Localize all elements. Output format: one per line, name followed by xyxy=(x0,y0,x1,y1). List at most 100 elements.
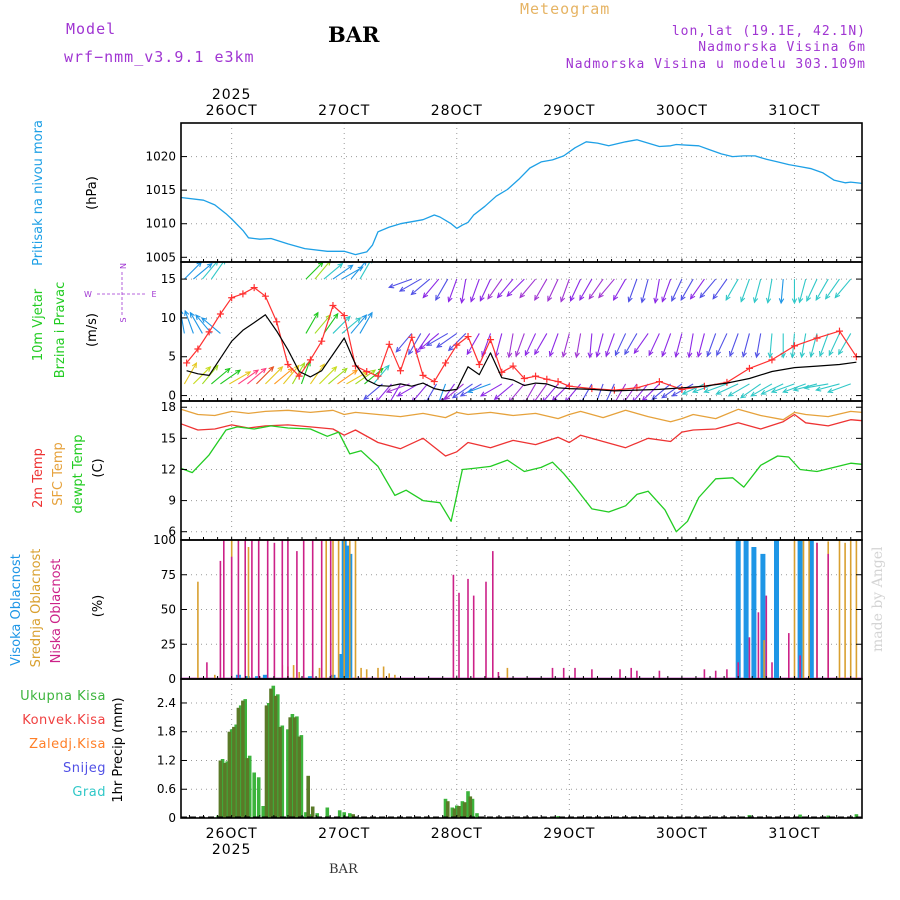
wind-barb-head xyxy=(205,365,212,372)
wind-barb-head xyxy=(363,394,370,401)
precip-bar xyxy=(325,807,330,818)
wind-barb-head xyxy=(388,283,395,289)
gust-marker xyxy=(475,361,483,369)
wind-barb xyxy=(183,262,202,280)
precip-bar xyxy=(271,685,276,818)
cloud-bar xyxy=(382,666,385,679)
x-tick-label-bottom: 30OCT xyxy=(656,826,708,842)
precip-legend-item: Ukupna Kisa xyxy=(20,689,106,704)
wind-barb-head xyxy=(347,264,354,270)
cloud-mid-title: Srednja Oblacnost xyxy=(29,549,44,668)
wind-barb xyxy=(467,383,491,393)
cloud-bar xyxy=(388,673,390,679)
wind-barb-head xyxy=(268,365,275,372)
cloud-bar xyxy=(329,540,332,679)
wind-barb xyxy=(438,383,447,401)
cloud-bar xyxy=(802,540,805,679)
wind-barb xyxy=(761,383,784,395)
wind-barb xyxy=(661,333,672,357)
wind-barb xyxy=(712,278,728,300)
gust-marker xyxy=(228,294,236,302)
wind-barb-head xyxy=(479,391,487,397)
compass-east: E xyxy=(151,290,156,299)
gust-line xyxy=(186,287,857,391)
wind-barb-head xyxy=(834,292,841,299)
cloud-bar xyxy=(255,676,260,679)
precip-bar xyxy=(450,807,455,818)
wind-speed-line xyxy=(186,314,857,392)
wind-barb xyxy=(408,333,422,355)
gust-marker xyxy=(363,367,371,375)
precip-bar xyxy=(247,755,252,818)
gust-marker xyxy=(340,312,348,320)
wind-barb xyxy=(389,278,412,288)
wind-barb-head xyxy=(809,351,815,358)
x-tick-label-top: 28OCT xyxy=(431,103,483,119)
wind-barb xyxy=(651,383,671,400)
wind-barb xyxy=(819,333,829,357)
wind-barb-head xyxy=(838,349,844,356)
gust-marker xyxy=(745,364,753,372)
wind-barb xyxy=(189,312,203,334)
gust-marker xyxy=(464,333,472,341)
wind-barb-head xyxy=(598,292,604,299)
precip-bar xyxy=(290,714,295,818)
precip-bar xyxy=(220,759,225,818)
cloud-bar xyxy=(703,669,706,679)
precip-bar xyxy=(556,816,560,818)
wind-barb-head xyxy=(595,351,601,358)
wind-barb xyxy=(274,368,294,385)
wind-barb-head xyxy=(806,295,812,302)
wind-barb-head xyxy=(648,350,654,357)
coords-label: lon,lat (19.1E, 42.1N) xyxy=(671,24,866,39)
y-tick-label: 2.4 xyxy=(157,696,176,710)
gust-marker xyxy=(216,310,224,318)
wind-barb xyxy=(728,383,750,397)
wind-barb xyxy=(305,262,324,280)
temp-line-dewpt-temp xyxy=(180,425,863,533)
wind-barb xyxy=(470,278,480,302)
wind-barb-head xyxy=(245,371,252,377)
wind-barb-head xyxy=(803,384,810,390)
wind-barb xyxy=(460,383,482,397)
dewpt-title: dewpt Temp xyxy=(71,434,86,513)
wind-barb-head xyxy=(752,297,759,304)
wind-barb-head xyxy=(561,351,567,358)
wind-barb xyxy=(220,369,241,385)
precip-bar xyxy=(252,772,256,818)
cloud-bar xyxy=(197,581,199,679)
cloud-bar xyxy=(452,574,455,680)
wind-barb xyxy=(300,361,311,385)
wind-barb-head xyxy=(715,389,722,395)
cloud-bar xyxy=(302,540,305,679)
cloud-bar xyxy=(223,540,225,679)
wind-barb-head xyxy=(661,393,668,399)
wind-barb xyxy=(359,262,371,280)
cloud-bar xyxy=(760,553,766,679)
cloud-bar xyxy=(325,540,327,679)
wind-barb-head xyxy=(691,388,699,394)
wind-barb xyxy=(332,264,353,280)
wind-barb xyxy=(547,278,559,302)
wind-barb-head xyxy=(696,351,702,358)
wind-barb-head xyxy=(398,286,406,292)
wind-barb-head xyxy=(587,352,593,359)
cloud-bar xyxy=(793,540,796,679)
temp-line-sfc-temp xyxy=(180,408,863,423)
cloud-bar xyxy=(262,674,268,679)
wind-barb xyxy=(680,278,694,301)
wind-barb xyxy=(661,278,672,302)
wind-barb xyxy=(323,313,339,334)
gust-marker xyxy=(835,327,843,335)
x-tick-label-bottom: 31OCT xyxy=(768,826,820,842)
wind-barb-head xyxy=(451,393,458,399)
cloud-bar xyxy=(844,542,846,679)
product-title: Meteogram xyxy=(520,0,611,18)
gust-marker xyxy=(329,301,337,309)
wind-barb xyxy=(192,366,211,385)
wind-barb xyxy=(229,371,251,385)
wind-barb-head xyxy=(377,367,384,374)
precip-bar xyxy=(308,814,313,818)
wind-barb xyxy=(519,278,536,298)
wind-barb-head xyxy=(725,294,731,301)
